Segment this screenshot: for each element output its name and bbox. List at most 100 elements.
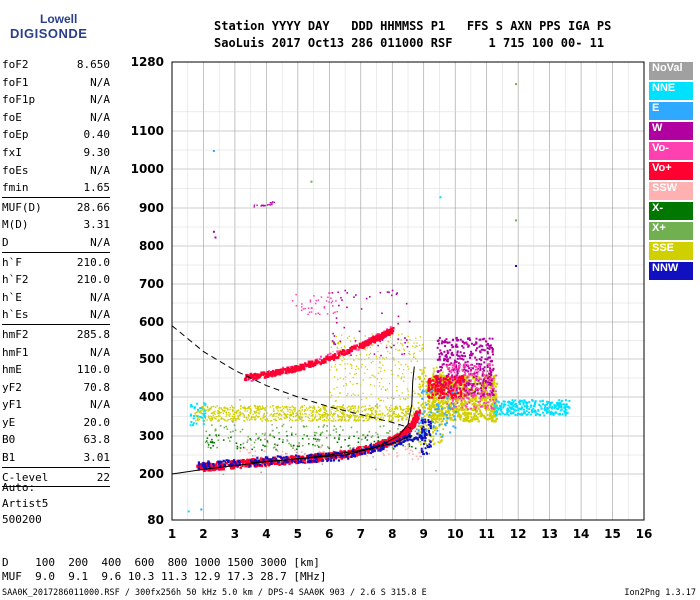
echo-point <box>286 435 288 437</box>
echo-point <box>385 331 389 334</box>
echo-point <box>428 400 431 403</box>
echo-point <box>467 397 470 400</box>
echo-point <box>324 406 326 408</box>
echo-point <box>477 407 480 410</box>
echo-point <box>440 414 443 417</box>
echo-point <box>413 416 417 419</box>
echo-point <box>403 376 405 378</box>
echo-point <box>428 404 431 406</box>
echo-point <box>412 345 414 347</box>
echo-point <box>420 369 422 371</box>
echo-point <box>457 377 460 380</box>
echo-point <box>250 409 252 412</box>
echo-point <box>551 405 554 408</box>
echo-point <box>467 408 469 411</box>
echo-point <box>357 446 360 449</box>
echo-point <box>335 428 338 430</box>
echo-point <box>492 408 495 410</box>
echo-point <box>424 406 427 409</box>
echo-point <box>460 388 463 392</box>
echo-point <box>251 374 255 378</box>
echo-point <box>323 307 326 309</box>
echo-point <box>346 292 349 294</box>
echo-point <box>465 382 468 385</box>
echo-point <box>236 417 238 420</box>
echo-point <box>544 404 547 407</box>
echo-point <box>313 431 316 434</box>
echo-point <box>333 335 336 337</box>
echo-point <box>401 419 404 421</box>
echo-point <box>562 403 565 406</box>
echo-point <box>250 408 252 410</box>
echo-point <box>351 405 354 407</box>
echo-point <box>387 412 390 414</box>
echo-point <box>275 415 277 418</box>
echo-point <box>317 299 320 301</box>
echo-point <box>479 382 482 385</box>
echo-point <box>379 381 381 384</box>
echo-point <box>451 346 454 349</box>
echo-point <box>242 406 244 409</box>
echo-point <box>418 409 421 412</box>
echo-point <box>421 406 424 409</box>
echo-point <box>382 400 385 402</box>
echo-point <box>351 367 353 369</box>
echo-point <box>365 297 368 300</box>
echo-point <box>271 369 275 373</box>
echo-point <box>298 442 300 444</box>
echo-point <box>446 400 450 403</box>
echo-point <box>436 358 439 361</box>
echo-point <box>246 461 250 464</box>
echo-point <box>479 397 482 400</box>
echo-point <box>450 362 453 365</box>
echo-point <box>472 395 475 398</box>
param-row: foF1 N/A <box>2 74 110 92</box>
echo-point <box>491 384 494 387</box>
echo-point <box>413 422 416 425</box>
echo-point <box>250 416 253 419</box>
echo-point <box>211 468 214 471</box>
echo-point <box>333 414 335 416</box>
echo-point <box>416 345 418 347</box>
echo-point <box>543 407 546 410</box>
echo-point <box>360 415 362 418</box>
echo-point <box>464 355 467 358</box>
echo-point <box>343 413 346 416</box>
echo-point <box>201 409 203 412</box>
echo-point <box>331 394 333 397</box>
echo-point <box>401 412 404 414</box>
auto-label: Auto: <box>2 481 36 494</box>
echo-point <box>341 416 343 418</box>
echo-point <box>471 418 474 421</box>
echo-point <box>446 382 449 384</box>
echo-point <box>290 456 293 460</box>
echo-point <box>337 342 340 345</box>
echo-point <box>265 375 268 378</box>
echo-point <box>240 405 242 408</box>
echo-point <box>335 335 338 338</box>
echo-point <box>405 363 407 366</box>
echo-point <box>478 345 481 348</box>
echo-point <box>345 382 347 385</box>
echo-point <box>310 311 313 313</box>
echo-point <box>550 411 553 414</box>
echo-point <box>345 350 348 353</box>
echo-point <box>532 404 535 407</box>
echo-point <box>377 338 380 342</box>
echo-point <box>379 414 382 416</box>
echo-point <box>486 350 489 353</box>
echo-point <box>472 392 475 395</box>
lowell-digisonde-logo: Lowell DIGISONDE <box>0 4 110 44</box>
echo-point <box>353 446 355 449</box>
echo-point <box>499 406 502 409</box>
echo-point <box>250 379 253 382</box>
echo-point <box>404 410 407 413</box>
echo-point <box>471 352 474 355</box>
echo-point <box>228 440 231 442</box>
echo-point <box>411 458 414 461</box>
echo-point <box>288 408 291 411</box>
echo-point <box>227 408 229 410</box>
echo-point <box>247 413 250 416</box>
echo-point <box>328 292 330 294</box>
echo-point <box>435 366 438 369</box>
